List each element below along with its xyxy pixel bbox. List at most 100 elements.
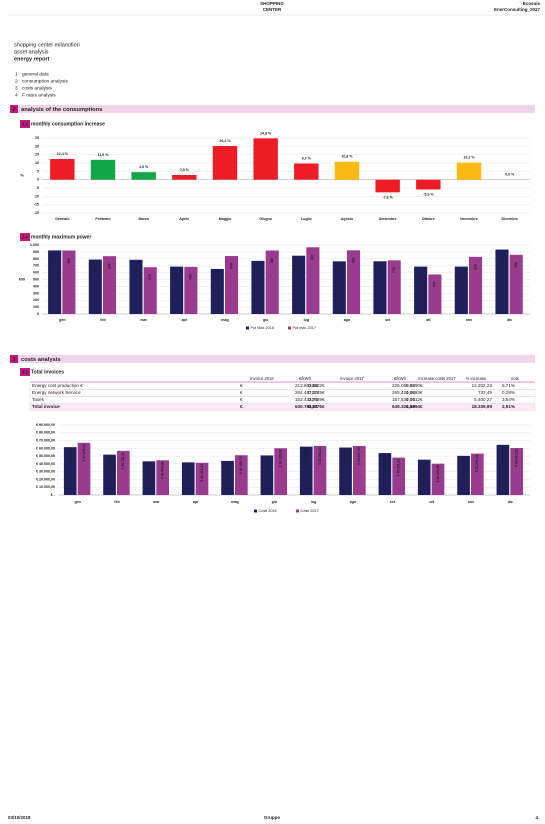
section-title: costs analysis — [21, 357, 61, 363]
toc-label: F rates analysis — [22, 92, 56, 98]
y-tick-label: 0 — [37, 312, 39, 316]
x-tick-label: apr — [193, 500, 199, 504]
table-cell: € — [240, 390, 243, 395]
table-cell: 264.487,13 — [295, 390, 318, 395]
section-bar — [10, 355, 535, 363]
table-header: invoice 2017 — [340, 376, 364, 381]
data-label: € 60.451,50 — [515, 449, 519, 467]
subsection-title: monthly consumption increase — [31, 122, 105, 128]
toc-label: costs analysis — [22, 85, 52, 91]
y-tick-label: 0 — [37, 178, 39, 182]
data-label: € 51.150,74 — [239, 456, 243, 474]
data-label: 20,2 % — [219, 139, 231, 143]
y-tick-label: € 60.000,00 — [36, 446, 55, 450]
data-label: 789 — [93, 267, 97, 273]
table-header: invoice 2016 — [250, 376, 274, 381]
data-label: 678 — [148, 274, 152, 280]
legend-swatch — [288, 326, 291, 330]
y-tick-label: € 70.000,00 — [36, 439, 55, 443]
y-tick-label: 10 — [35, 161, 39, 165]
table-cell: € — [240, 397, 243, 402]
y-tick-label: 5 — [37, 169, 39, 173]
bar — [509, 254, 523, 314]
data-label: € 53.251,43 — [475, 455, 479, 473]
table-header: €/kWh — [394, 376, 407, 381]
data-label: 786 — [134, 267, 138, 273]
table-cell: € — [420, 404, 423, 409]
header-center: SHOPPING — [260, 1, 284, 6]
y-tick-label: -10 — [34, 194, 39, 198]
y-tick-label: 500 — [33, 277, 39, 281]
x-tick-label: lug — [311, 500, 316, 504]
bar — [184, 266, 198, 314]
section-number: 3 — [12, 357, 15, 363]
data-label: 683 — [189, 274, 193, 280]
x-tick-label: Ottobre — [422, 217, 435, 221]
table-cell: 737,49 — [478, 390, 492, 395]
bar — [457, 455, 470, 495]
bar — [294, 163, 319, 180]
bar — [62, 250, 76, 314]
legend-label: Costi 2016 — [259, 509, 277, 513]
footer-center: Gruppo — [264, 815, 280, 820]
bar — [387, 260, 401, 314]
x-tick-label: ago — [350, 500, 357, 504]
bar — [63, 447, 77, 495]
y-tick-label: 700 — [33, 264, 39, 268]
y-tick-label: € 30.000,00 — [36, 470, 55, 474]
y-tick-label: 800 — [33, 257, 39, 261]
y-tick-label: 100 — [33, 305, 39, 309]
section-number-box — [10, 105, 18, 113]
x-tick-label: Gennaio — [55, 217, 70, 221]
table-cell: € — [322, 390, 325, 395]
table-cell: 5.400,27 — [474, 397, 492, 402]
bar — [170, 266, 184, 314]
x-tick-label: nov — [466, 318, 472, 322]
table-cell: Energy cost production € — [32, 383, 83, 388]
bar — [299, 446, 313, 495]
bar — [181, 462, 195, 495]
bar — [375, 179, 400, 193]
y-tick-label: € 90.000,00 — [36, 423, 55, 427]
y-tick-label: -5 — [36, 186, 39, 190]
bar — [131, 172, 156, 180]
table-cell: 0,28% — [502, 390, 515, 395]
data-label: 687 — [419, 274, 423, 280]
table-cell: 5,71% — [502, 383, 515, 388]
table-header: increase costs 2017 — [418, 376, 456, 381]
bar — [347, 250, 361, 314]
data-label: € 48.101,82 — [397, 459, 401, 477]
toc-number: 3 — [15, 85, 18, 91]
table-cell: 265.424,62 — [392, 390, 415, 395]
toc-label: consumption analysis — [22, 78, 68, 84]
x-tick-label: Maggio — [219, 217, 232, 221]
x-tick-label: mar — [140, 318, 147, 322]
y-tick-label: -15 — [34, 203, 39, 207]
table-row — [29, 389, 536, 397]
table-cell: 0,1694 — [406, 404, 420, 409]
bar — [142, 461, 156, 495]
data-label: € 61.525,78 — [68, 448, 72, 466]
y-tick-label: 20 — [35, 144, 39, 148]
toc-label: general data — [22, 71, 49, 77]
x-tick-label: Aprile — [179, 217, 189, 221]
legend-swatch — [254, 509, 257, 513]
bar — [143, 267, 157, 314]
subsection-title: Total invoices — [31, 370, 64, 376]
table-cell: 18.339,99 — [472, 404, 493, 409]
table-cell: 0,0590 — [406, 383, 420, 388]
table-cell: 0,0693 — [406, 390, 420, 395]
bar — [265, 250, 279, 314]
header-center: CENTER — [263, 7, 282, 12]
data-label: 921 — [53, 258, 57, 264]
section-number-box — [10, 355, 18, 363]
x-tick-label: dic — [508, 500, 513, 504]
data-label: € 60.128,39 — [279, 449, 283, 467]
subsection-number-box — [20, 368, 30, 376]
bar — [334, 161, 360, 180]
bar — [496, 444, 510, 495]
bar — [292, 255, 306, 314]
data-label: 764 — [378, 268, 382, 274]
table-cell: € — [240, 383, 243, 388]
y-tick-label: 200 — [33, 298, 39, 302]
